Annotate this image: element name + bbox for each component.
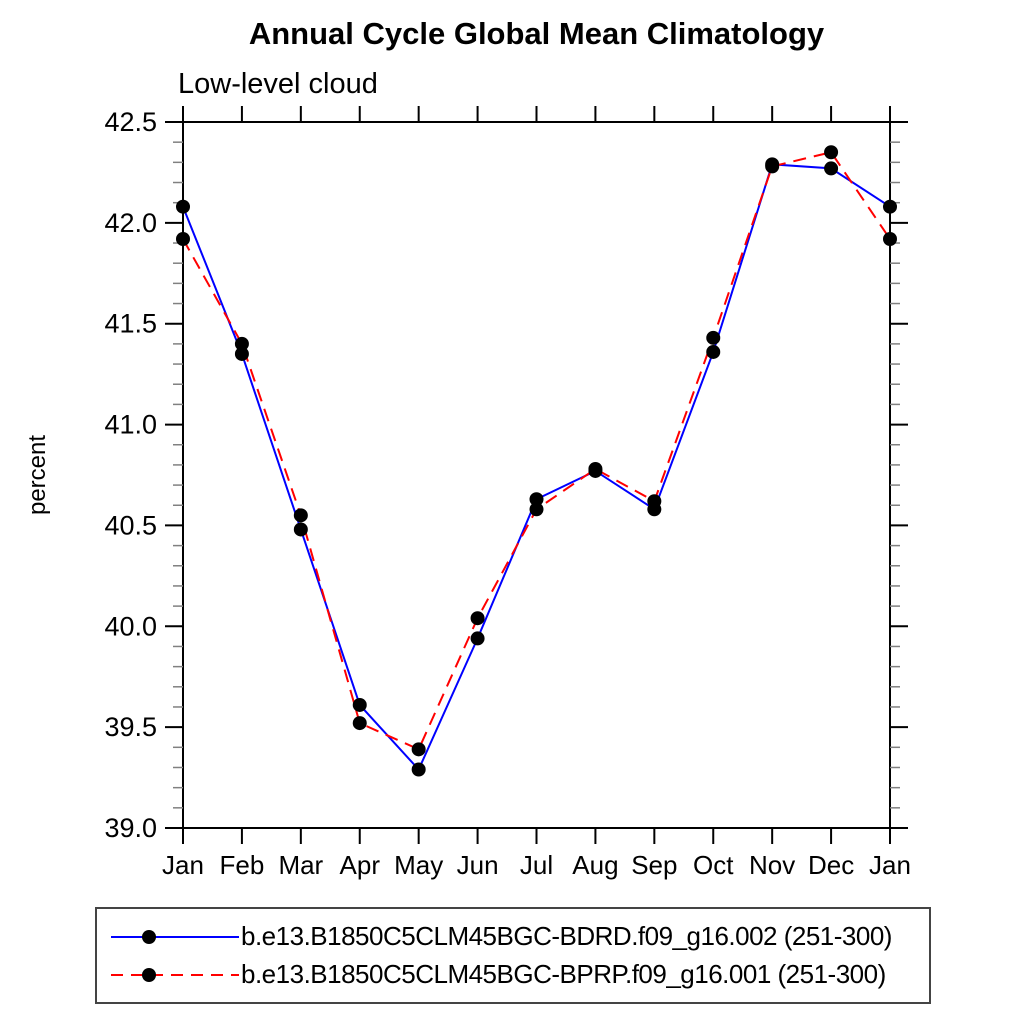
svg-text:42.0: 42.0 xyxy=(104,208,157,238)
svg-text:Oct: Oct xyxy=(693,850,734,880)
legend-row-bdrd: b.e13.B1850C5CLM45BGC-BDRD.f09_g16.002 (… xyxy=(109,921,929,952)
legend-line-sample-bprp xyxy=(111,967,239,982)
svg-text:Aug: Aug xyxy=(572,850,618,880)
svg-text:39.5: 39.5 xyxy=(104,712,157,742)
svg-text:Jun: Jun xyxy=(457,850,499,880)
svg-text:Jul: Jul xyxy=(520,850,553,880)
legend-label-bdrd: b.e13.B1850C5CLM45BGC-BDRD.f09_g16.002 (… xyxy=(241,921,892,951)
svg-text:Feb: Feb xyxy=(220,850,265,880)
svg-text:Sep: Sep xyxy=(631,850,677,880)
svg-text:40.0: 40.0 xyxy=(104,611,157,641)
legend-line-sample-bdrd xyxy=(111,929,239,944)
svg-text:May: May xyxy=(394,850,443,880)
chart-title: Annual Cycle Global Mean Climatology xyxy=(248,16,825,51)
svg-text:41.5: 41.5 xyxy=(104,309,157,339)
svg-text:Nov: Nov xyxy=(749,850,795,880)
svg-text:39.0: 39.0 xyxy=(104,813,157,843)
legend-row-bprp: b.e13.B1850C5CLM45BGC-BPRP.f09_g16.001 (… xyxy=(109,959,929,990)
svg-text:Apr: Apr xyxy=(340,850,381,880)
svg-text:41.0: 41.0 xyxy=(104,410,157,440)
svg-text:Dec: Dec xyxy=(808,850,854,880)
svg-text:Mar: Mar xyxy=(278,850,323,880)
svg-text:Jan: Jan xyxy=(869,850,911,880)
chart-subtitle: Low-level cloud xyxy=(178,68,378,100)
svg-text:42.5: 42.5 xyxy=(104,107,157,137)
legend: b.e13.B1850C5CLM45BGC-BDRD.f09_g16.002 (… xyxy=(95,907,931,1004)
legend-label-bprp: b.e13.B1850C5CLM45BGC-BPRP.f09_g16.001 (… xyxy=(241,959,886,989)
svg-text:40.5: 40.5 xyxy=(104,510,157,540)
svg-text:Jan: Jan xyxy=(162,850,204,880)
